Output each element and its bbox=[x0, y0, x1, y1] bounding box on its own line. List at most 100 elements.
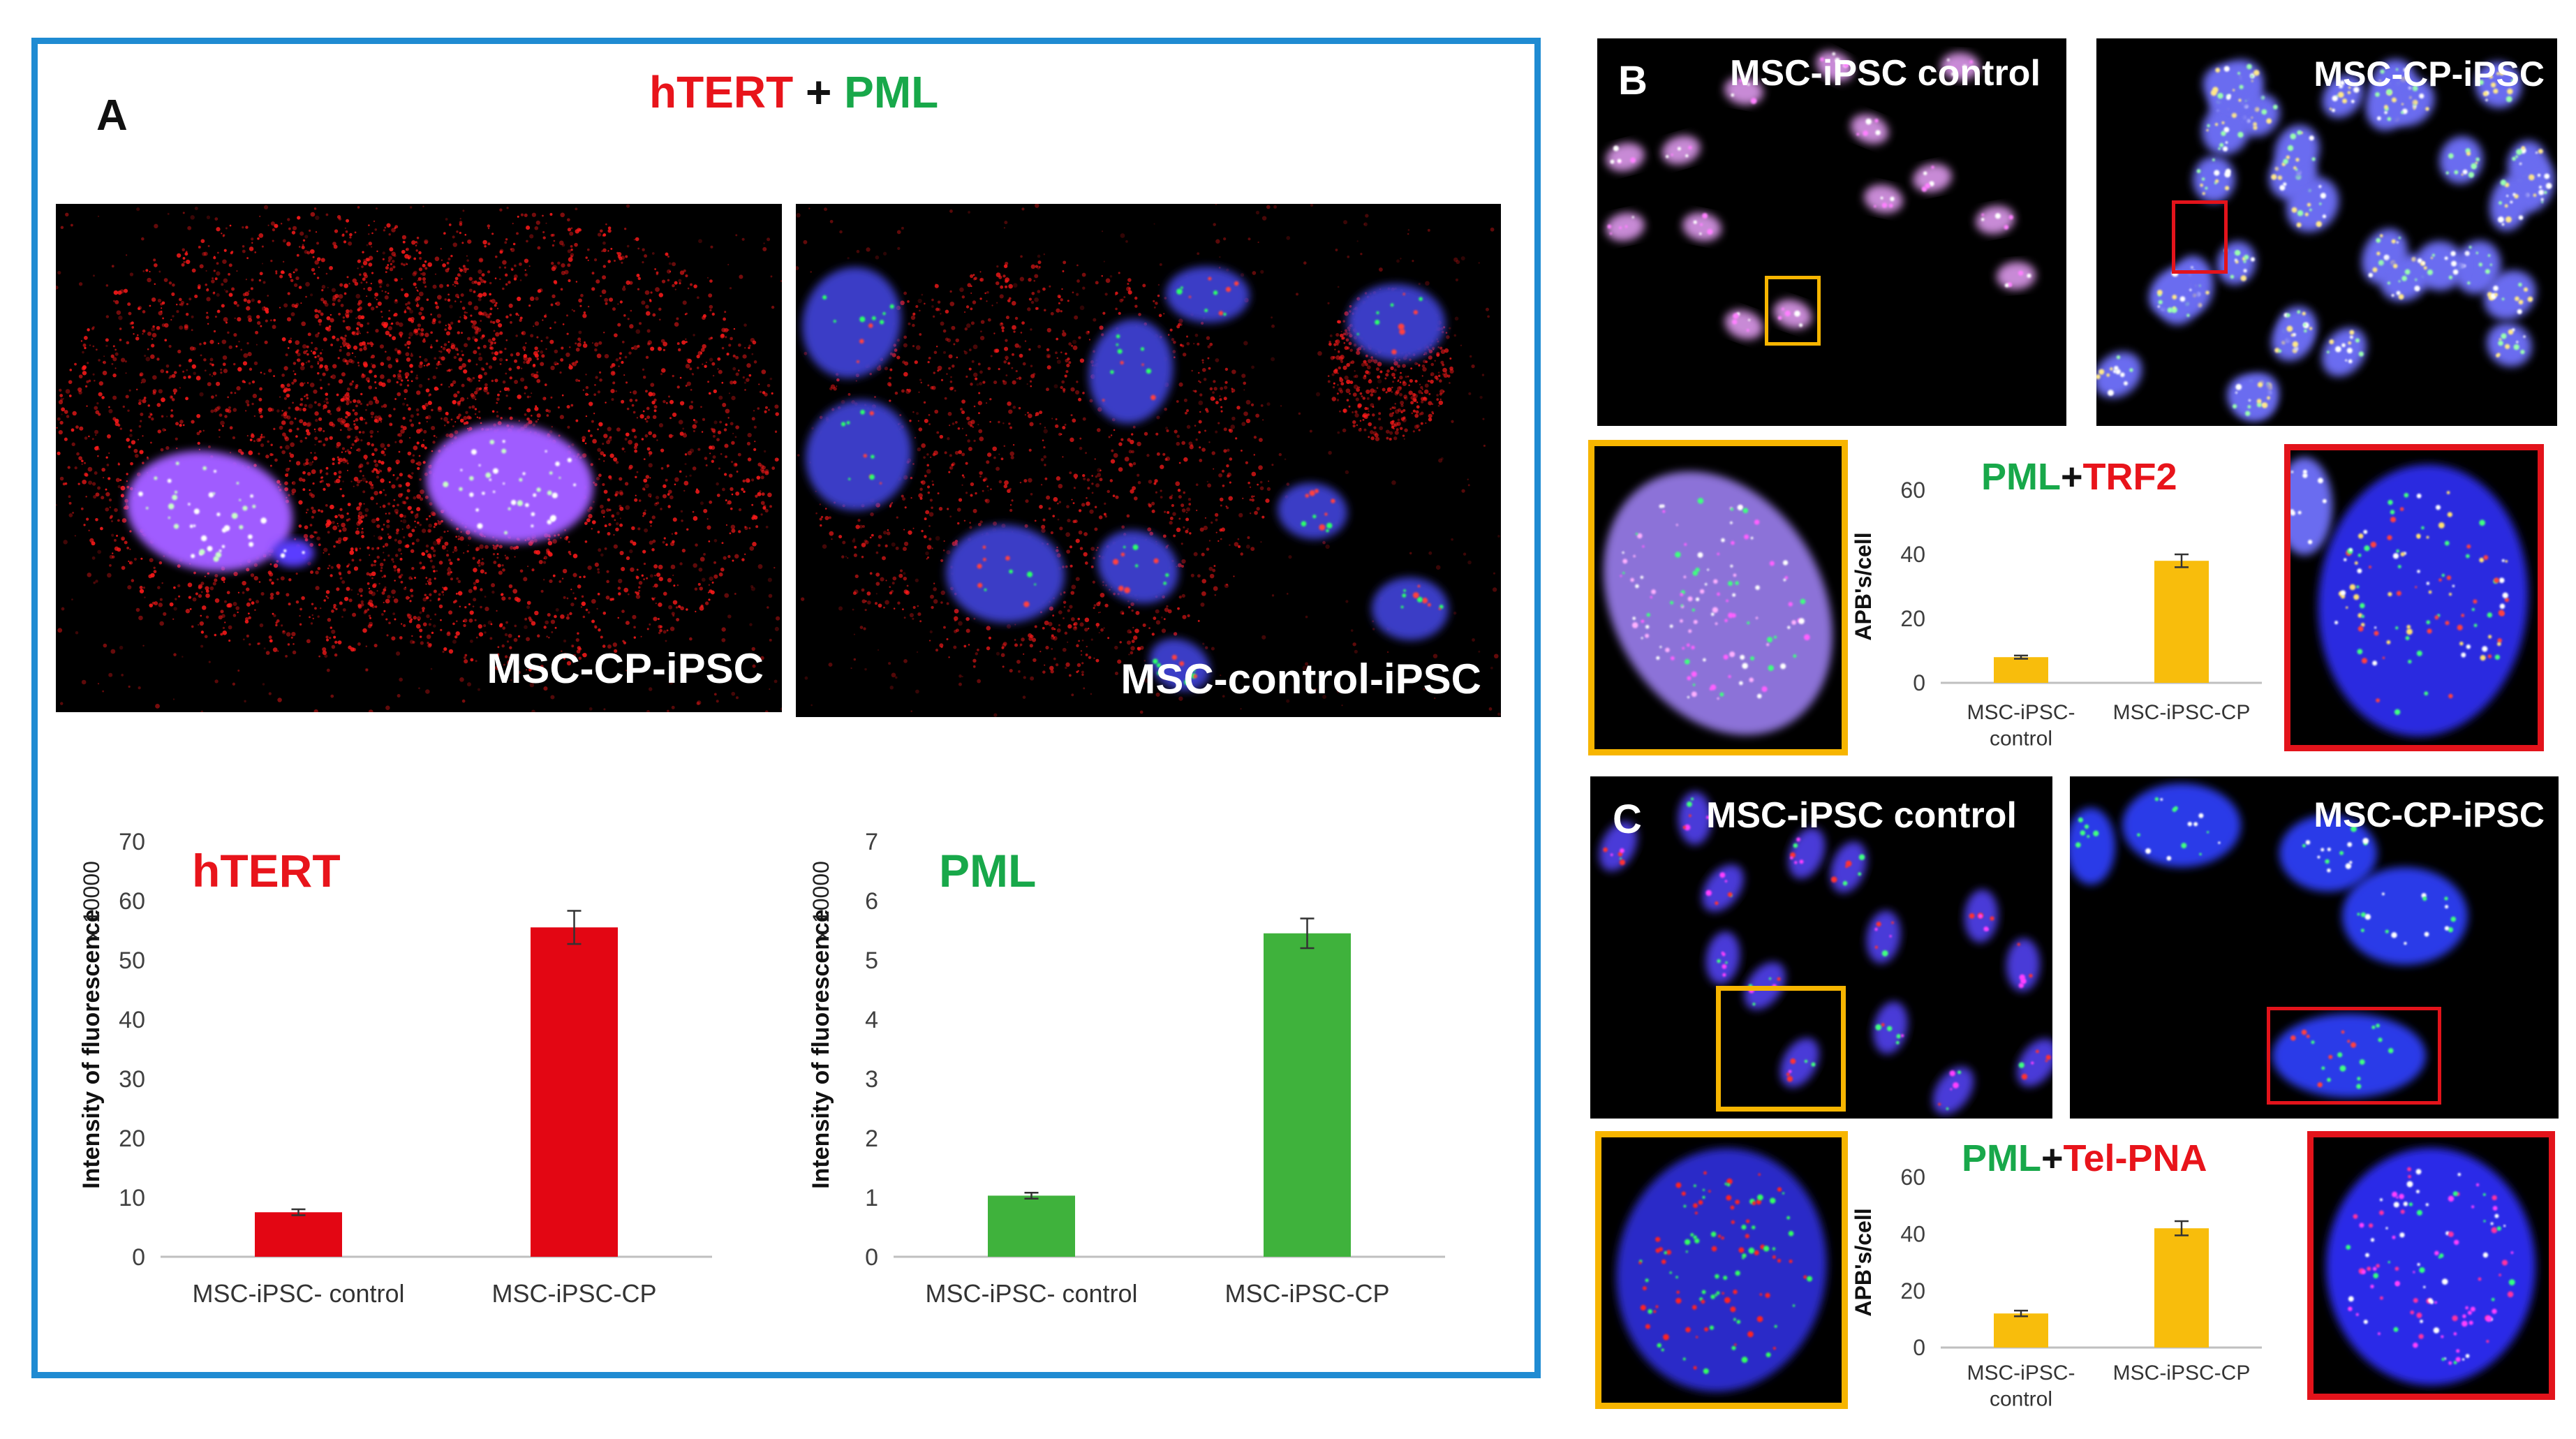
y-tick-label: 50 bbox=[119, 947, 145, 974]
micrograph-a2-image bbox=[796, 204, 1501, 717]
y-tick-label: 40 bbox=[119, 1007, 145, 1033]
panel-a-letter: A bbox=[96, 91, 128, 140]
y-tick-label: 5 bbox=[865, 947, 878, 974]
micrograph-c2-image bbox=[2070, 783, 2468, 1098]
zoom-inset-c-red bbox=[2307, 1131, 2555, 1400]
y-tick-label: 70 bbox=[119, 829, 145, 855]
y-tick-label: 40 bbox=[1900, 542, 1925, 567]
bar bbox=[988, 1195, 1075, 1257]
y-tick-label: 0 bbox=[132, 1244, 145, 1271]
zoom-inset-c-orange bbox=[1595, 1131, 1848, 1409]
chart-c-title-plus: + bbox=[2041, 1137, 2064, 1179]
micrograph-msc-cp-ipsc: MSC-CP-iPSC bbox=[56, 204, 782, 712]
chart-htert: 0 10 20 30 40 50 60 70 Intensity of fluorescence… bbox=[63, 810, 761, 1355]
bar bbox=[1994, 1313, 2048, 1348]
category-label: MSC-iPSC-CP bbox=[2113, 701, 2251, 724]
micrograph-c2-label: MSC-CP-iPSC bbox=[2314, 795, 2545, 834]
zoom-inset-b-orange bbox=[1588, 440, 1848, 755]
micrograph-c-control: MSC-iPSC control bbox=[1590, 776, 2052, 1119]
category-label: MSC-iPSC-CP bbox=[491, 1279, 656, 1308]
y-tick-label: 10 bbox=[119, 1185, 145, 1211]
panel-a-frame bbox=[31, 38, 1541, 1378]
y-tick-label: 20 bbox=[119, 1126, 145, 1152]
y-tick-label: 1 bbox=[865, 1185, 878, 1211]
panel-a-title-plus: + bbox=[793, 67, 845, 117]
bar bbox=[255, 1212, 342, 1257]
micrograph-b2-image bbox=[2096, 59, 2555, 421]
chart-b-title-trf2: TRF2 bbox=[2082, 456, 2177, 498]
zoom-box-orange-b bbox=[1765, 276, 1821, 346]
chart-pml: 0 1 2 3 4 5 6 7 Intensity of fluorescence x 10000… bbox=[792, 810, 1490, 1355]
y-tick-label: 0 bbox=[1913, 670, 1925, 695]
zoom-inset-c4-image bbox=[2326, 1148, 2536, 1385]
chart-title: hTERT bbox=[192, 845, 341, 896]
micrograph-c1-label: MSC-iPSC control bbox=[1706, 795, 2017, 836]
chart-htert-svg: 0 10 20 30 40 50 60 70 Intensity of fluorescence… bbox=[78, 829, 712, 1308]
chart-c-title-pml: PML bbox=[1962, 1137, 2041, 1179]
y-axis-label: Intensity of fluorescence bbox=[78, 909, 105, 1189]
chart-b-title: PML+TRF2 bbox=[1981, 455, 2177, 499]
zoom-inset-b4-image bbox=[2290, 457, 2529, 737]
chart-b-apb-svg: 0 20 40 60 APB's/cell MSC-iPSC-control MSC-iPS… bbox=[1851, 478, 2262, 751]
y-tick-label: 30 bbox=[119, 1066, 145, 1093]
panel-a-title: hTERT + PML bbox=[649, 66, 938, 118]
y-axis-label: Intensity of fluorescence bbox=[808, 909, 834, 1189]
bar bbox=[1264, 933, 1351, 1257]
category-label: MSC-iPSC-control bbox=[1967, 701, 2075, 751]
micrograph-c-cp: MSC-CP-iPSC bbox=[2070, 776, 2559, 1119]
y-tick-label: 40 bbox=[1900, 1222, 1925, 1247]
y-axis-label: APB's/cell bbox=[1851, 1208, 1876, 1316]
chart-c-title-telpna: Tel-PNA bbox=[2063, 1137, 2207, 1179]
micrograph-b-control: MSC-iPSC control bbox=[1597, 38, 2066, 426]
chart-b-apb: 0 20 40 60 APB's/cell MSC-iPSC-control MSC-iPS… bbox=[1843, 447, 2276, 775]
chart-b-title-pml: PML bbox=[1981, 456, 2061, 498]
zoom-inset-b3-image bbox=[1604, 471, 1833, 735]
chart-c-apb-svg: 0 20 40 60 APB's/cell MSC-iPSC-control MSC-iPS… bbox=[1851, 1165, 2262, 1411]
micrograph-b-cp: MSC-CP-iPSC bbox=[2096, 38, 2557, 426]
chart-c-apb: 0 20 40 60 APB's/cell MSC-iPSC-control MSC-iPS… bbox=[1843, 1138, 2276, 1431]
category-label: MSC-iPSC-CP bbox=[2113, 1361, 2251, 1385]
category-label: MSC-iPSC- control bbox=[192, 1279, 404, 1308]
micrograph-b1-image bbox=[1606, 51, 2036, 340]
micrograph-b2-label: MSC-CP-iPSC bbox=[2314, 54, 2545, 94]
micrograph-a1-image bbox=[56, 204, 782, 712]
zoom-inset-c3-image bbox=[1616, 1148, 1827, 1392]
zoom-box-red-c bbox=[2267, 1007, 2441, 1105]
panel-a-title-pml: PML bbox=[844, 67, 939, 117]
micrograph-a2-label: MSC-control-iPSC bbox=[1120, 656, 1481, 702]
chart-b-title-plus: + bbox=[2061, 456, 2083, 498]
panel-c-letter: C bbox=[1613, 797, 1642, 842]
micrograph-msc-control-ipsc: MSC-control-iPSC bbox=[796, 204, 1501, 717]
panel-b-letter: B bbox=[1618, 58, 1648, 103]
y-unit-label: x 10000 bbox=[808, 861, 834, 940]
y-tick-label: 0 bbox=[1913, 1335, 1925, 1360]
category-label: MSC-iPSC-CP bbox=[1224, 1279, 1389, 1308]
bar bbox=[531, 927, 618, 1257]
bar bbox=[2154, 1228, 2209, 1348]
micrograph-b1-label: MSC-iPSC control bbox=[1730, 53, 2041, 94]
category-label: MSC-iPSC- control bbox=[925, 1279, 1137, 1308]
y-tick-label: 60 bbox=[1900, 478, 1925, 503]
y-tick-label: 4 bbox=[865, 1007, 878, 1033]
y-tick-label: 20 bbox=[1900, 606, 1925, 631]
y-tick-label: 6 bbox=[865, 888, 878, 915]
y-tick-label: 60 bbox=[119, 888, 145, 915]
micrograph-c1-image bbox=[1599, 792, 2052, 1115]
y-tick-label: 20 bbox=[1900, 1278, 1925, 1304]
bar bbox=[2154, 561, 2209, 683]
chart-c-title: PML+Tel-PNA bbox=[1962, 1137, 2207, 1180]
y-tick-label: 3 bbox=[865, 1066, 878, 1093]
y-tick-label: 0 bbox=[865, 1244, 878, 1271]
zoom-box-orange-c bbox=[1716, 986, 1846, 1112]
y-axis-label: APB's/cell bbox=[1851, 532, 1876, 640]
category-label: MSC-iPSC-control bbox=[1967, 1361, 2075, 1411]
zoom-box-red-b bbox=[2172, 200, 2228, 274]
y-tick-label: 2 bbox=[865, 1126, 878, 1152]
y-unit-label: x 10000 bbox=[79, 861, 104, 940]
y-tick-label: 60 bbox=[1900, 1165, 1925, 1190]
chart-title: PML bbox=[939, 845, 1036, 896]
micrograph-a1-label: MSC-CP-iPSC bbox=[487, 645, 764, 692]
bar bbox=[1994, 657, 2048, 683]
zoom-inset-b-red bbox=[2284, 444, 2544, 751]
